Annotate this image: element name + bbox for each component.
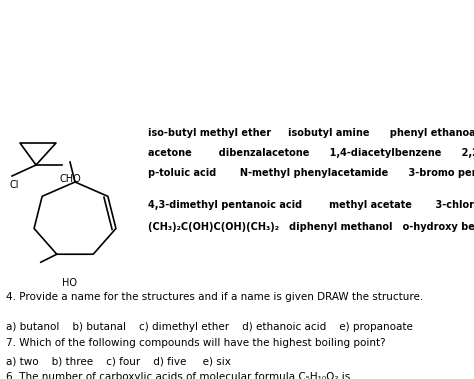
Text: Cl: Cl [10, 180, 19, 190]
Text: (CH₃)₂C(OH)C(OH)(CH₃)₂   diphenyl methanol   o-hydroxy benzoic acid: (CH₃)₂C(OH)C(OH)(CH₃)₂ diphenyl methanol… [148, 222, 474, 232]
Text: 4. Provide a name for the structures and if a name is given DRAW the structure.: 4. Provide a name for the structures and… [6, 292, 423, 302]
Text: iso-butyl methyl ether     isobutyl amine      phenyl ethanoate     cyclopropyle: iso-butyl methyl ether isobutyl amine ph… [148, 128, 474, 138]
Text: 6. The number of carboxylic acids of molecular formula C₅H₁₀O₂ is: 6. The number of carboxylic acids of mol… [6, 372, 350, 379]
Text: a) two    b) three    c) four    d) five     e) six: a) two b) three c) four d) five e) six [6, 356, 231, 366]
Text: 7. Which of the following compounds will have the highest boiling point?: 7. Which of the following compounds will… [6, 338, 386, 348]
Text: a) butanol    b) butanal    c) dimethyl ether    d) ethanoic acid    e) propanoa: a) butanol b) butanal c) dimethyl ether … [6, 322, 413, 332]
Text: HO: HO [62, 278, 77, 288]
Text: 4,3-dimethyl pentanoic acid        methyl acetate       3-chloro cyclopentanone: 4,3-dimethyl pentanoic acid methyl aceta… [148, 200, 474, 210]
Text: p-toluic acid       N-methyl phenylacetamide      3-bromo pentanal: p-toluic acid N-methyl phenylacetamide 3… [148, 168, 474, 178]
Text: CHO: CHO [60, 174, 82, 184]
Text: acetone        dibenzalacetone      1,4-diacetylbenzene      2,2,4-trichlorocycl: acetone dibenzalacetone 1,4-diacetylbenz… [148, 148, 474, 158]
